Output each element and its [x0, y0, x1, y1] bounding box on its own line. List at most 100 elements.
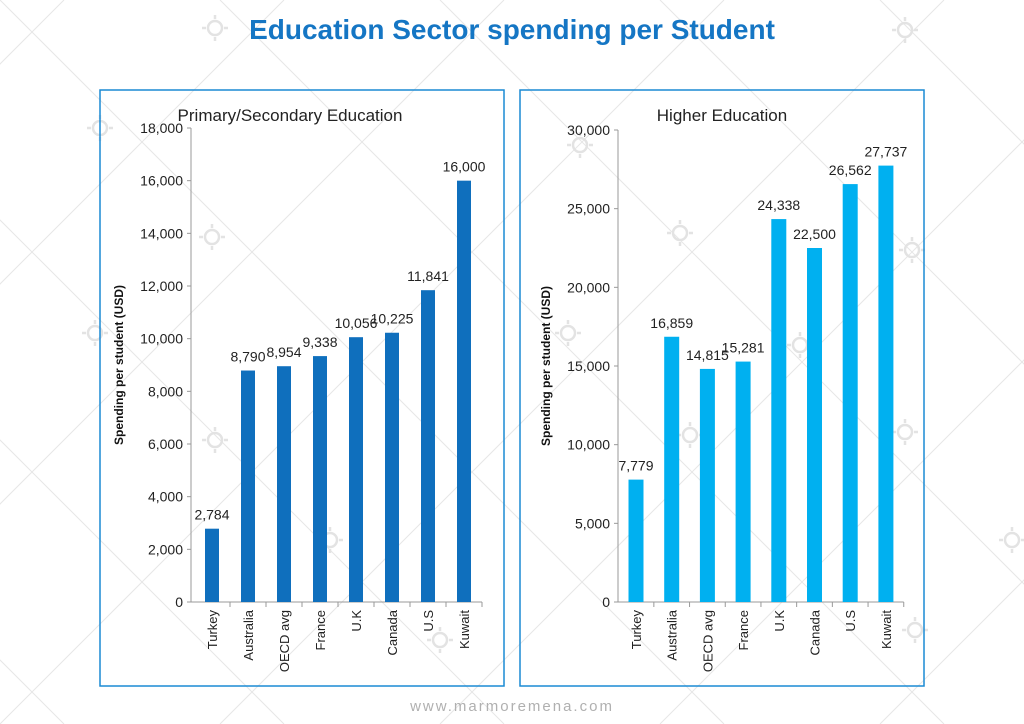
- sun-watermark-icon: [555, 320, 581, 346]
- chart-title: Primary/Secondary Education: [178, 106, 403, 125]
- y-tick-label: 0: [602, 594, 610, 610]
- sun-watermark-icon: [82, 320, 108, 346]
- watermark-line: [219, 0, 945, 724]
- sun-watermark-circle: [203, 228, 221, 246]
- sun-watermark-circle: [206, 19, 224, 37]
- data-label: 16,859: [650, 315, 693, 331]
- sun-watermark-icon: [892, 17, 918, 43]
- y-tick-label: 5,000: [575, 515, 610, 531]
- bar-oecdavg: [277, 366, 291, 602]
- sun-watermark-circle: [906, 621, 924, 639]
- sun-watermark-circle: [681, 426, 699, 444]
- sun-watermark-circle: [86, 324, 104, 342]
- y-tick-label: 6,000: [148, 436, 183, 452]
- data-label: 10,225: [371, 311, 414, 327]
- sun-watermark-icon: [202, 427, 228, 453]
- y-tick-label: 2,000: [148, 541, 183, 557]
- data-label: 9,338: [302, 334, 337, 350]
- sun-watermark-circle: [896, 423, 914, 441]
- data-label: 10,056: [335, 315, 378, 331]
- data-label: 8,790: [230, 349, 265, 365]
- y-tick-label: 16,000: [140, 173, 183, 189]
- y-tick-label: 8,000: [148, 383, 183, 399]
- bar-us: [842, 184, 858, 603]
- bar-turkey: [628, 479, 644, 602]
- chart-title: Higher Education: [657, 106, 787, 125]
- data-label: 22,500: [793, 226, 836, 242]
- bar-france: [313, 356, 327, 602]
- y-tick-label: 10,000: [567, 437, 610, 453]
- sun-watermark-icon: [892, 419, 918, 445]
- y-tick-label: 10,000: [140, 331, 183, 347]
- data-label: 26,562: [829, 162, 872, 178]
- sun-watermark-circle: [1003, 531, 1021, 549]
- sun-watermark-circle: [559, 324, 577, 342]
- x-tick-label: Canada: [808, 609, 823, 655]
- sun-watermark-icon: [902, 617, 928, 643]
- x-tick-label: Turkey: [629, 610, 644, 650]
- bar-uk: [771, 219, 787, 602]
- x-tick-label: Australia: [665, 609, 680, 660]
- sun-watermark-icon: [199, 224, 225, 250]
- data-label: 24,338: [757, 197, 800, 213]
- data-label: 16,000: [443, 159, 486, 175]
- data-label: 27,737: [864, 144, 907, 160]
- sun-watermark-icon: [427, 627, 453, 653]
- watermark-line: [0, 0, 285, 285]
- sun-watermark-icon: [899, 237, 925, 263]
- watermark-line: [0, 0, 505, 505]
- primary-secondary-chart: Primary/Secondary Education 0 2,000 4,000 6,…: [99, 89, 505, 687]
- data-label: 8,954: [266, 344, 301, 360]
- x-tick-label: Kuwait: [457, 610, 472, 649]
- watermark-line: [0, 439, 285, 724]
- x-tick-label: Australia: [241, 609, 256, 660]
- footer-url: www.marmoremena.com: [410, 698, 614, 715]
- x-tick-label: OECD avg: [700, 610, 715, 672]
- watermark-line: [879, 579, 1024, 724]
- bar-us: [421, 290, 435, 602]
- sun-watermark-circle: [206, 431, 224, 449]
- x-tick-label: Turkey: [205, 610, 220, 650]
- data-label: 7,779: [618, 458, 653, 474]
- watermark-line: [439, 139, 1024, 724]
- y-tick-label: 0: [175, 594, 183, 610]
- y-tick-label: 15,000: [567, 358, 610, 374]
- higher-education-chart: Higher Education 0 5,000 10,000 15,000 20,000…: [519, 89, 925, 687]
- sun-watermark-circle: [431, 631, 449, 649]
- bar-australia: [664, 336, 680, 602]
- x-tick-label: France: [736, 610, 751, 650]
- sun-watermark-icon: [202, 15, 228, 41]
- y-tick-label: 20,000: [567, 279, 610, 295]
- y-tick-label: 25,000: [567, 201, 610, 217]
- y-axis-label: Spending per student (USD): [112, 285, 126, 445]
- bar-canada: [385, 332, 399, 602]
- watermark-line: [659, 359, 1024, 724]
- x-tick-label: U.K: [349, 610, 364, 632]
- sun-watermark-icon: [999, 527, 1024, 553]
- y-tick-label: 12,000: [140, 278, 183, 294]
- bar-turkey: [205, 528, 219, 602]
- x-tick-label: OECD avg: [277, 610, 292, 672]
- data-label: 11,841: [407, 268, 449, 284]
- chart-panel-border: [99, 89, 505, 687]
- bar-australia: [241, 370, 255, 602]
- bar-canada: [807, 248, 822, 602]
- bar-france: [735, 361, 751, 602]
- sun-watermark-icon: [567, 132, 593, 158]
- x-tick-label: U.K: [772, 610, 787, 632]
- bar-kuwait: [878, 165, 894, 602]
- bar-oecdavg: [699, 368, 715, 602]
- data-label: 15,281: [722, 340, 765, 356]
- y-tick-label: 30,000: [567, 122, 610, 138]
- sun-watermark-circle: [571, 136, 589, 154]
- sun-watermark-circle: [903, 241, 921, 259]
- data-label: 14,815: [686, 347, 729, 363]
- y-tick-label: 4,000: [148, 489, 183, 505]
- chart-panel-border: [519, 89, 925, 687]
- x-tick-label: France: [313, 610, 328, 650]
- sun-watermark-circle: [896, 21, 914, 39]
- y-axis-label: Spending per student (USD): [539, 286, 553, 446]
- sun-watermark-icon: [667, 220, 693, 246]
